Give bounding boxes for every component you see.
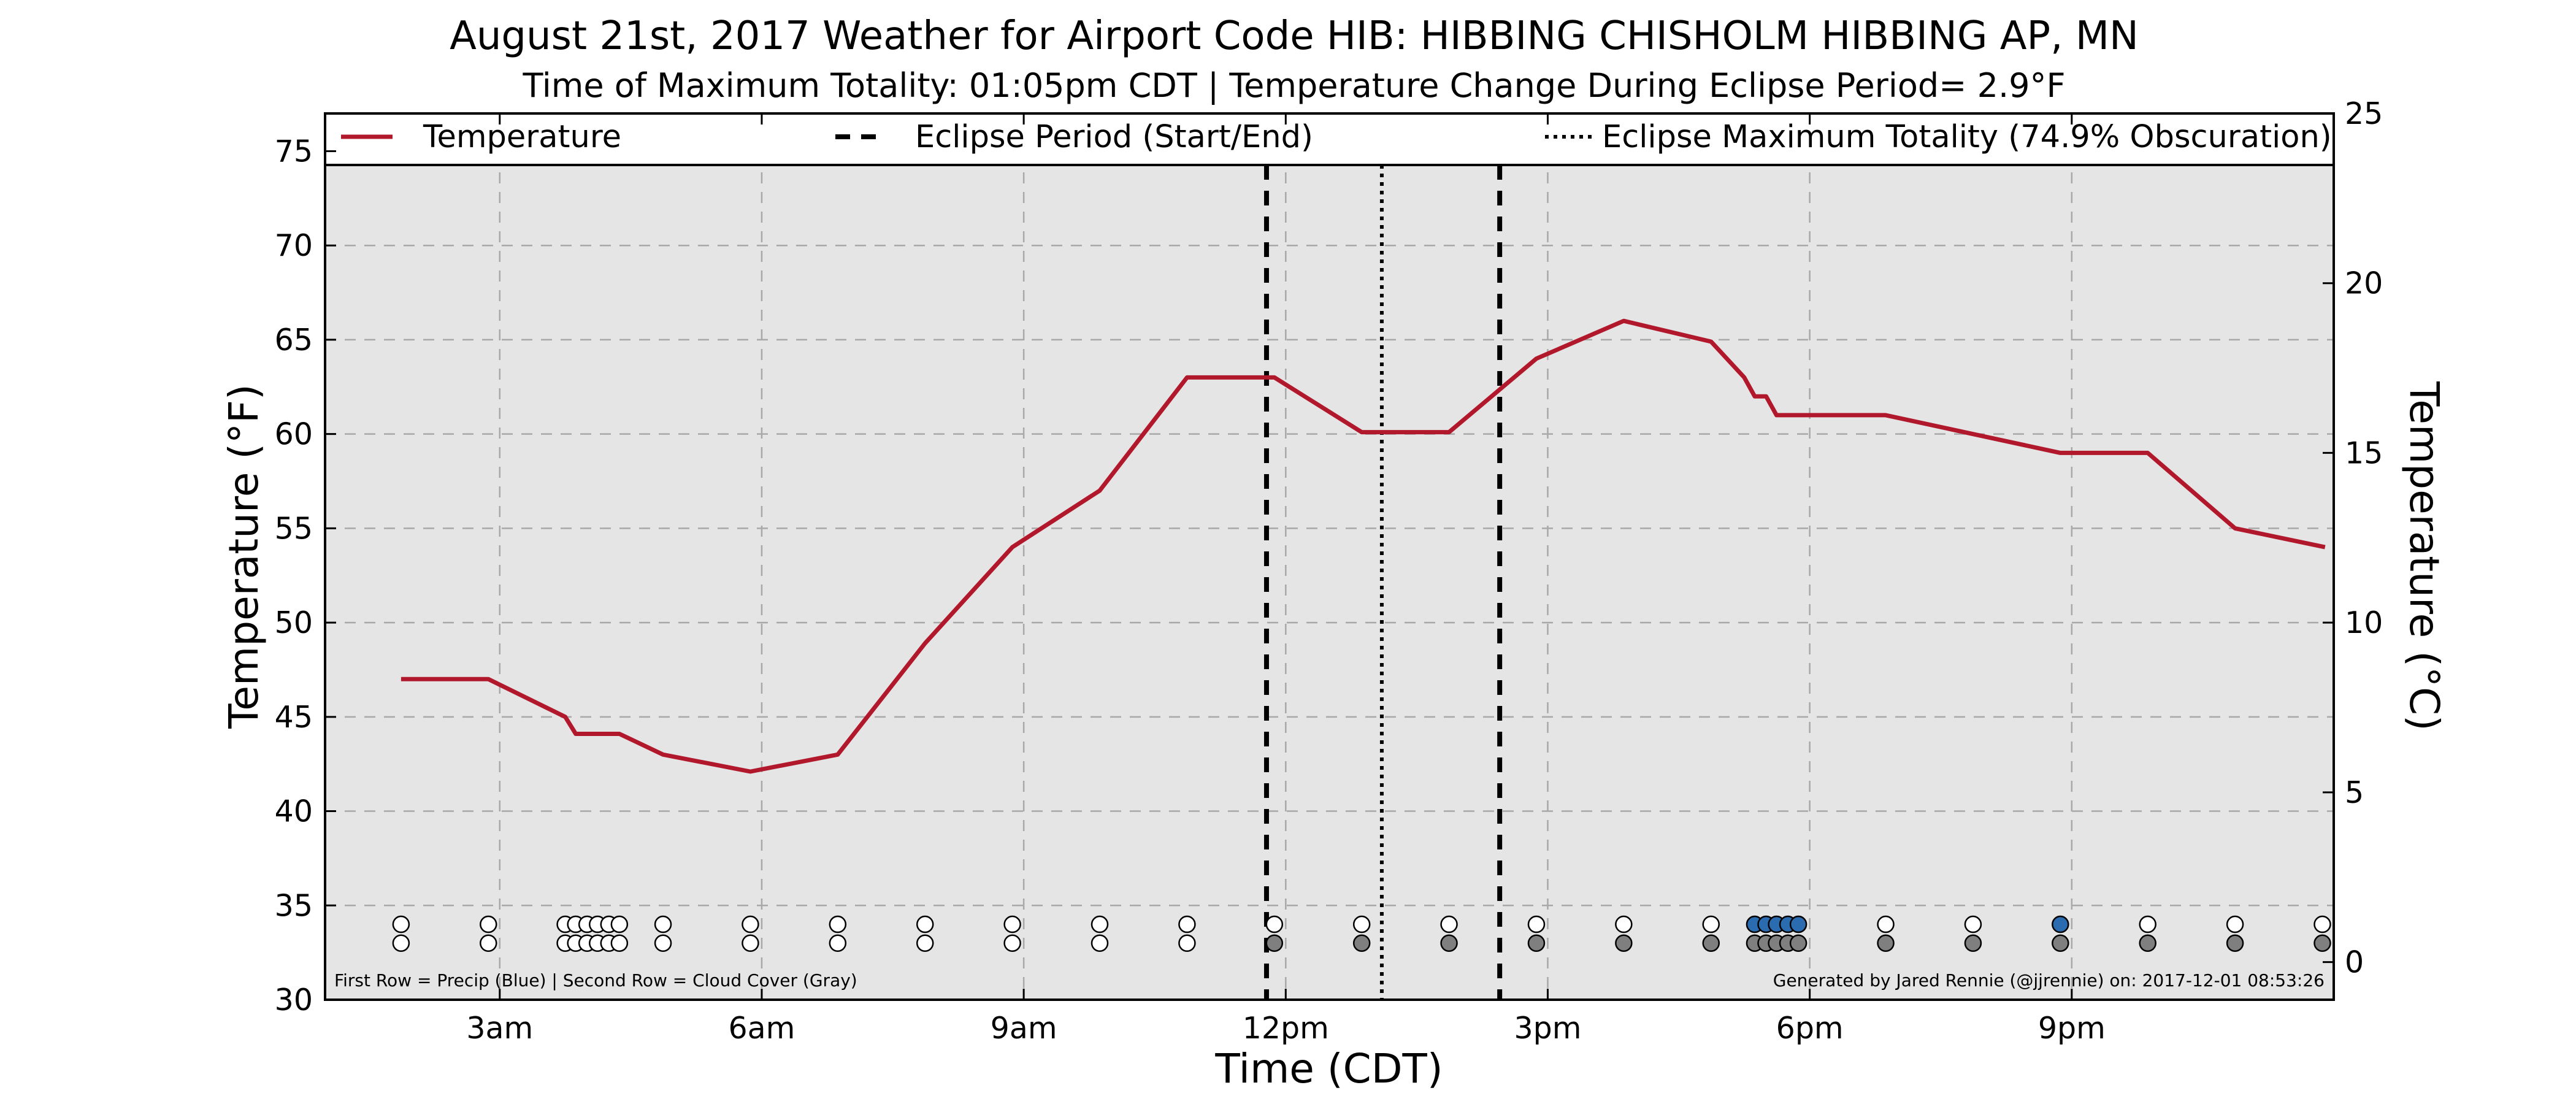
precip-marker (610, 915, 629, 933)
y-axis-title-right: Temperature (°C) (2401, 381, 2448, 731)
y-tick-label: 35 (275, 888, 313, 923)
cloud-marker (654, 934, 672, 953)
note-left: First Row = Precip (Blue) | Second Row =… (334, 970, 857, 991)
y-right-tick-label: 15 (2345, 435, 2383, 470)
x-axis-title: Time (CDT) (1214, 1045, 1443, 1092)
precip-marker (829, 915, 847, 933)
y-tick-label: 50 (275, 605, 313, 640)
y-axis-title-left: Temperature (°F) (220, 384, 267, 729)
precip-marker (654, 915, 672, 933)
cloud-marker (742, 934, 759, 953)
y-right-tick-label: 5 (2345, 775, 2364, 810)
cloud-marker (1702, 934, 1720, 953)
precip-marker (1527, 915, 1546, 933)
cloud-marker (916, 934, 934, 953)
cloud-marker (1615, 934, 1633, 953)
x-tick-label: 6am (728, 1011, 795, 1046)
y-right-tick-label: 10 (2345, 605, 2383, 640)
y-tick-label: 30 (275, 983, 313, 1018)
y-tick-label: 40 (275, 794, 313, 829)
precip-marker (392, 915, 410, 933)
cloud-marker (1265, 934, 1284, 953)
precip-marker (2052, 915, 2069, 933)
series-line-temperature (401, 318, 2326, 774)
cloud-marker (610, 934, 629, 953)
precip-marker (1003, 915, 1021, 933)
cloud-marker (480, 934, 497, 953)
precip-marker (1877, 915, 1895, 933)
y-tick-label: 65 (275, 323, 313, 358)
precip-marker (1964, 915, 1982, 933)
cloud-marker (829, 934, 847, 953)
legend-label-eclipse-max: Eclipse Maximum Totality (74.9% Obscurat… (1602, 119, 2332, 155)
y-tick-label: 70 (275, 228, 313, 263)
y-tick-label: 60 (275, 417, 313, 452)
y-axis-right: 0 5 10 15 20 25 (2323, 96, 2383, 980)
precip-marker (742, 915, 759, 933)
cloud-marker (2313, 934, 2331, 953)
precip-marker (1091, 915, 1109, 933)
x-tick-label: 9pm (2038, 1011, 2106, 1046)
y-right-tick-label: 25 (2345, 96, 2383, 131)
precip-marker (1352, 915, 1371, 933)
cloud-marker (1964, 934, 1982, 953)
precip-marker (916, 915, 934, 933)
x-tick-label: 6pm (1776, 1011, 1844, 1046)
cloud-marker (1091, 934, 1109, 953)
precip-marker (2313, 915, 2331, 933)
y-axis-left: 30 35 40 45 50 55 60 65 70 75 (275, 134, 336, 1018)
y-right-tick-label: 0 (2345, 945, 2364, 980)
legend-label-temperature: Temperature (423, 119, 621, 155)
cloud-marker (1178, 934, 1196, 953)
cloud-marker (1003, 934, 1021, 953)
cloud-marker (1440, 934, 1458, 953)
precip-marker (1615, 915, 1633, 933)
x-tick-label: 3pm (1514, 1011, 1581, 1046)
x-tick-label: 9am (991, 1011, 1057, 1046)
markers-layer (392, 915, 2331, 953)
precip-marker (1265, 915, 1284, 933)
note-right: Generated by Jared Rennie (@jjrennie) on… (1773, 970, 2325, 991)
cloud-marker (1877, 934, 1895, 953)
cloud-marker (1527, 934, 1546, 953)
precip-marker (1702, 915, 1720, 933)
y-tick-label: 45 (275, 700, 313, 735)
plot-area (325, 113, 2334, 1000)
grid (325, 113, 2334, 1001)
precip-marker (2226, 915, 2244, 933)
cloud-marker (1789, 934, 1807, 953)
cloud-marker (1352, 934, 1371, 953)
legend-label-eclipse-period: Eclipse Period (Start/End) (915, 119, 1313, 155)
plot-frame (324, 112, 2335, 1001)
precip-marker (2139, 915, 2156, 933)
chart-title: August 21st, 2017 Weather for Airport Co… (450, 13, 2139, 59)
y-tick-label: 55 (275, 511, 313, 546)
series-layer (401, 318, 2326, 774)
eclipse-lines (1263, 113, 1503, 1000)
cloud-marker (2139, 934, 2156, 953)
precip-marker (1440, 915, 1458, 933)
cloud-marker (2226, 934, 2244, 953)
precip-marker (480, 915, 497, 933)
cloud-marker (2052, 934, 2069, 953)
chart-subtitle: Time of Maximum Totality: 01:05pm CDT | … (522, 66, 2065, 105)
x-tick-label: 3am (466, 1011, 533, 1046)
x-tick-label: 12pm (1243, 1011, 1329, 1046)
y-right-tick-label: 20 (2345, 266, 2383, 301)
precip-marker (1789, 915, 1807, 933)
precip-marker (1178, 915, 1196, 933)
cloud-marker (392, 934, 410, 953)
y-tick-label: 75 (275, 134, 313, 169)
x-axis: 3am 6am 9am 12pm 3pm 6pm 9pm (466, 113, 2106, 1046)
legend-box (324, 112, 2335, 166)
